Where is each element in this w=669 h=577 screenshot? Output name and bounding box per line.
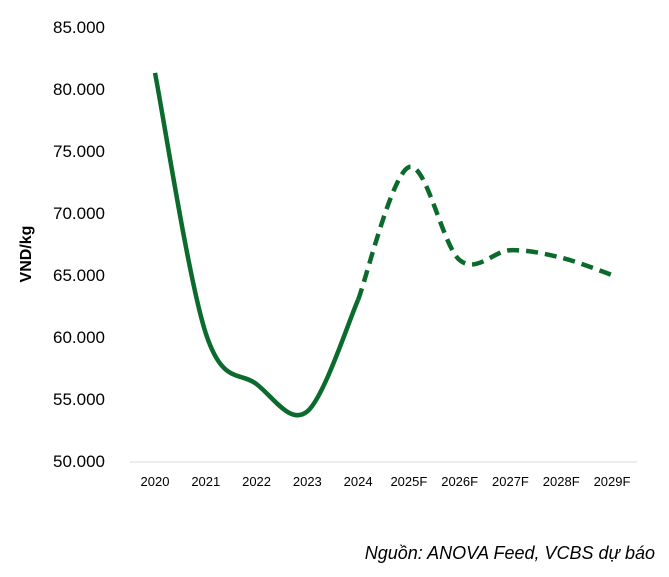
x-tick-label: 2026F <box>441 474 478 489</box>
x-tick-label: 2027F <box>492 474 529 489</box>
y-tick-label: 80.000 <box>53 80 105 99</box>
y-tick-label: 65.000 <box>53 266 105 285</box>
x-tick-label: 2023 <box>293 474 322 489</box>
x-tick-label: 2025F <box>390 474 427 489</box>
x-tick-label: 2024 <box>344 474 373 489</box>
y-tick-label: 60.000 <box>53 328 105 347</box>
y-axis-label: VND/kg <box>18 226 35 283</box>
y-tick-label: 85.000 <box>53 18 105 37</box>
x-tick-label: 2020 <box>141 474 170 489</box>
x-tick-label: 2029F <box>594 474 631 489</box>
y-tick-label: 55.000 <box>53 390 105 409</box>
x-tick-label: 2022 <box>242 474 271 489</box>
series-line-forecast <box>356 164 613 301</box>
y-tick-label: 70.000 <box>53 204 105 223</box>
y-tick-label: 75.000 <box>53 142 105 161</box>
source-note: Nguồn: ANOVA Feed, VCBS dự báo <box>364 543 655 563</box>
y-tick-label: 50.000 <box>53 452 105 471</box>
series-line-actual <box>152 72 361 418</box>
x-tick-label: 2028F <box>543 474 580 489</box>
x-tick-label: 2021 <box>191 474 220 489</box>
